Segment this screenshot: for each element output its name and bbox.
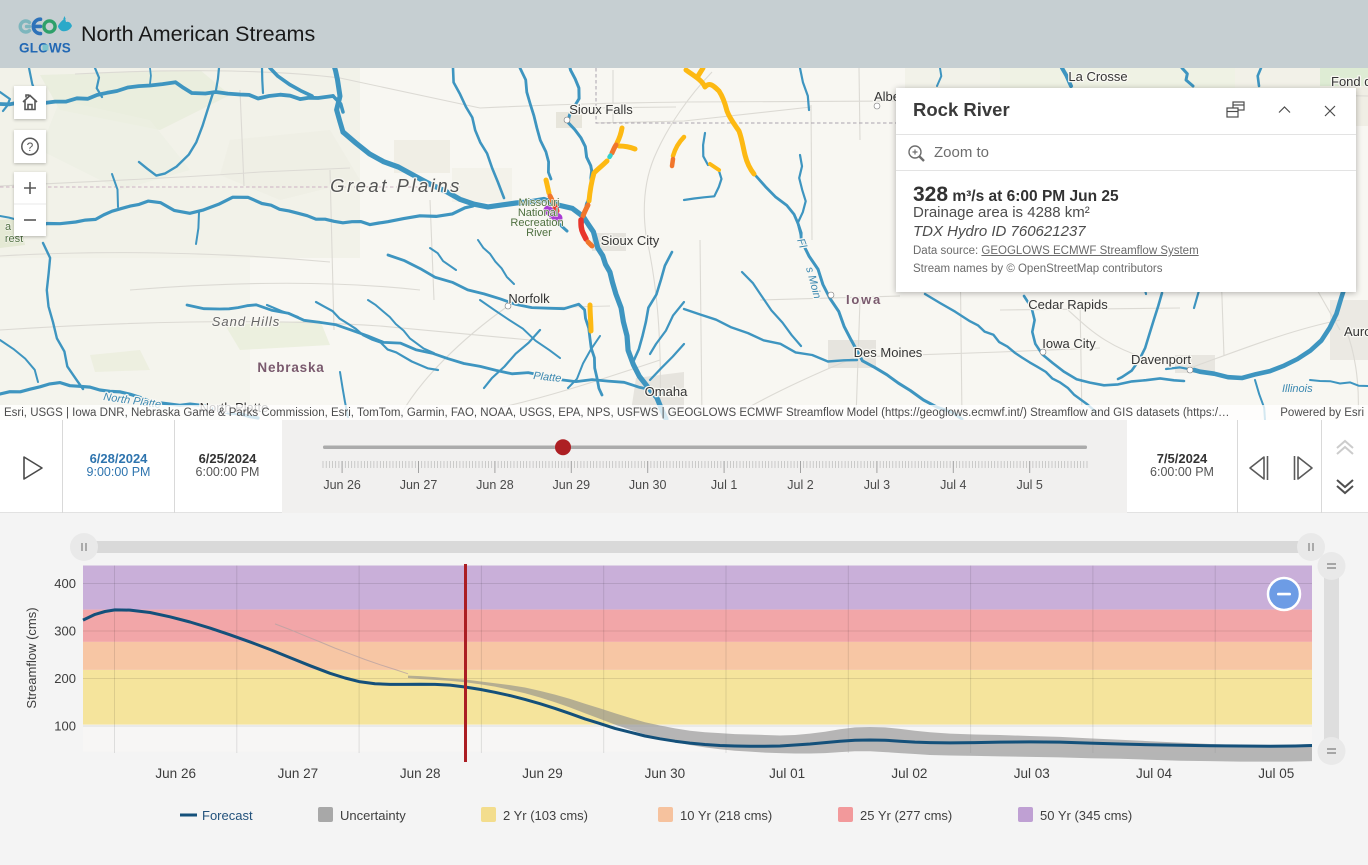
svg-text:La Crosse: La Crosse	[1068, 69, 1127, 84]
svg-text:Jul 04: Jul 04	[1136, 766, 1173, 781]
svg-text:Jun 27: Jun 27	[278, 766, 319, 781]
svg-text:Jun 28: Jun 28	[476, 478, 514, 492]
svg-text:50 Yr (345 cms): 50 Yr (345 cms)	[1040, 808, 1132, 823]
svg-text:Jul 3: Jul 3	[864, 478, 890, 492]
svg-text:Jul 03: Jul 03	[1014, 766, 1050, 781]
svg-text:Uncertainty: Uncertainty	[340, 808, 406, 823]
svg-text:National: National	[518, 207, 558, 219]
svg-text:Jun 30: Jun 30	[629, 478, 667, 492]
svg-text:a: a	[5, 221, 12, 233]
svg-text:Recreation: Recreation	[510, 217, 563, 229]
svg-text:Des Moines: Des Moines	[854, 345, 923, 360]
svg-text:10 Yr (218 cms): 10 Yr (218 cms)	[680, 808, 772, 823]
svg-text:200: 200	[54, 671, 76, 686]
svg-text:2 Yr (103 cms): 2 Yr (103 cms)	[503, 808, 588, 823]
svg-text:Jul 02: Jul 02	[891, 766, 927, 781]
svg-text:Davenport: Davenport	[1131, 352, 1191, 367]
svg-text:Streamflow (cms): Streamflow (cms)	[24, 607, 39, 708]
svg-text:Jul 01: Jul 01	[769, 766, 805, 781]
svg-text:Jul 5: Jul 5	[1016, 478, 1042, 492]
svg-text:100: 100	[54, 719, 76, 734]
svg-text:Jul 1: Jul 1	[711, 478, 737, 492]
svg-text:Iowa City: Iowa City	[1042, 336, 1096, 351]
svg-text:Fond du L: Fond du L	[1331, 74, 1368, 89]
svg-text:River: River	[526, 227, 552, 239]
svg-text:Great Plains: Great Plains	[330, 175, 462, 196]
svg-text:Sand Hills: Sand Hills	[212, 314, 281, 329]
svg-text:Illinois: Illinois	[1282, 383, 1313, 395]
svg-text:Powered by Esri: Powered by Esri	[1280, 407, 1364, 419]
svg-text:Jun 30: Jun 30	[645, 766, 686, 781]
svg-text:Jul 4: Jul 4	[940, 478, 966, 492]
svg-text:Missouri: Missouri	[519, 197, 560, 209]
svg-text:Jun 26: Jun 26	[155, 766, 196, 781]
svg-text:Sioux City: Sioux City	[601, 233, 660, 248]
svg-text:Platte: Platte	[533, 370, 562, 385]
svg-text:Nebraska: Nebraska	[257, 360, 324, 375]
svg-text:Jun 29: Jun 29	[522, 766, 563, 781]
svg-text:Jun 26: Jun 26	[323, 478, 361, 492]
svg-text:300: 300	[54, 624, 76, 639]
svg-text:Sioux Falls: Sioux Falls	[569, 102, 633, 117]
svg-text:Esri, USGS | Iowa DNR, Nebrask: Esri, USGS | Iowa DNR, Nebraska Game & P…	[4, 407, 1230, 419]
svg-text:Jun 29: Jun 29	[553, 478, 591, 492]
svg-text:25 Yr (277 cms): 25 Yr (277 cms)	[860, 808, 952, 823]
svg-text:Auror: Auror	[1344, 324, 1368, 339]
svg-text:Jul 2: Jul 2	[787, 478, 813, 492]
svg-text:Cedar Rapids: Cedar Rapids	[1028, 297, 1108, 312]
svg-text:Iowa: Iowa	[846, 292, 882, 307]
svg-text:Forecast: Forecast	[202, 808, 253, 823]
svg-text:?: ?	[27, 140, 34, 154]
svg-text:Jun 28: Jun 28	[400, 766, 441, 781]
svg-text:Jul 05: Jul 05	[1258, 766, 1294, 781]
svg-text:GLOBAL WATER SUSTAINABILITY: GLOBAL WATER SUSTAINABILITY	[20, 56, 74, 57]
svg-text:400: 400	[54, 576, 76, 591]
svg-text:Omaha: Omaha	[645, 384, 688, 399]
svg-text:Jun 27: Jun 27	[400, 478, 438, 492]
svg-text:Norfolk: Norfolk	[508, 291, 550, 306]
